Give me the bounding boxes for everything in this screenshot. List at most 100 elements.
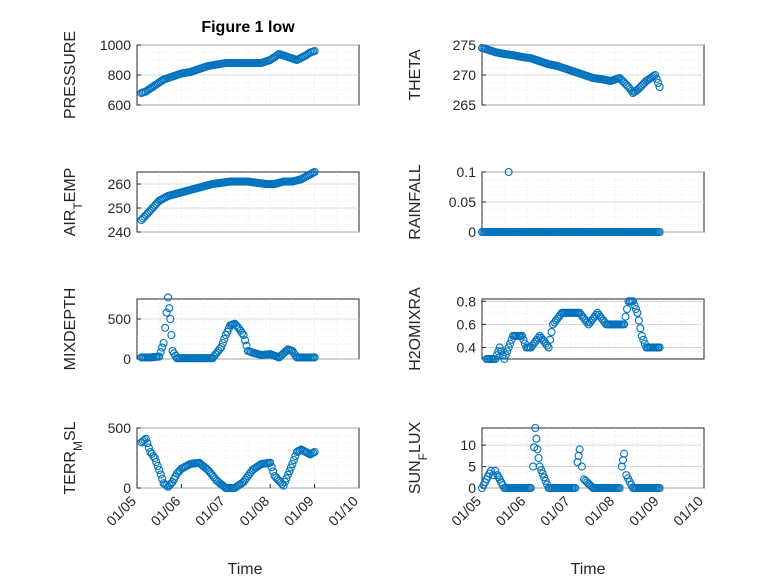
data-point <box>155 465 164 475</box>
data-point-interp <box>165 304 174 313</box>
y-axis-label: THETA <box>407 49 424 101</box>
series-markers <box>137 434 319 493</box>
data-point <box>577 462 586 471</box>
data-point-interp <box>631 304 640 314</box>
series-markers <box>137 293 319 363</box>
data-point <box>266 458 275 467</box>
y-axis-label: MIXDEPTH <box>62 288 79 371</box>
data-point <box>504 167 513 177</box>
data-point-interp <box>285 467 294 476</box>
series-markers <box>137 46 319 98</box>
data-point <box>166 314 175 324</box>
data-point <box>655 343 664 352</box>
data-point-interp <box>546 335 555 344</box>
y-tick-label: 500 <box>108 311 132 327</box>
data-point-interp <box>220 334 229 344</box>
panel-3: 260 250 240 AIRTEMP <box>62 167 360 240</box>
x-tick-label: 01/08 <box>581 493 617 529</box>
data-point-interp <box>591 310 601 319</box>
data-point <box>491 466 500 475</box>
data-point <box>310 167 319 177</box>
y-tick-label: 0.05 <box>449 194 476 210</box>
data-point <box>571 483 580 493</box>
data-point <box>495 343 504 352</box>
data-point <box>239 330 248 340</box>
data-point-interp <box>240 336 250 345</box>
data-point <box>655 227 664 237</box>
y-tick-label: 5 <box>468 459 476 475</box>
data-point-interp <box>238 328 247 337</box>
data-point <box>544 343 553 352</box>
data-point <box>517 331 527 340</box>
data-point <box>288 459 297 469</box>
data-point-interp <box>540 473 549 482</box>
data-point-interp <box>158 343 167 352</box>
y-tick-label: 1000 <box>100 37 131 53</box>
series-markers <box>482 297 664 364</box>
x-tick-label: 01/10 <box>670 493 706 529</box>
data-point-interp <box>283 470 293 479</box>
y-tick-label: 800 <box>108 67 132 83</box>
data-point-interp <box>532 434 541 443</box>
data-point-interp <box>286 463 295 472</box>
data-point <box>489 471 498 480</box>
x-axis-label-right: Time <box>571 561 606 578</box>
y-tick-label: 0 <box>123 480 131 496</box>
data-point-interp <box>161 323 170 332</box>
data-point-interp <box>622 304 632 314</box>
data-point-interp <box>156 470 165 479</box>
data-point <box>651 70 660 80</box>
data-point-interp <box>501 351 510 360</box>
data-point-interp <box>652 74 661 84</box>
data-point <box>535 462 544 471</box>
data-point-interp <box>541 476 550 485</box>
panel-8: 10 5 001/05 01/06 01/07 01/08 01/09 01/10 SUNFLU… <box>407 422 706 529</box>
y-tick-label: 10 <box>460 437 476 453</box>
data-point <box>637 331 646 340</box>
data-point <box>628 297 638 306</box>
y-tick-label: 265 <box>453 97 477 113</box>
panel-1: 1000 800 600 PRESSURE Figure 1 low <box>62 19 360 119</box>
data-point-interp <box>280 477 290 487</box>
x-tick-label: 01/08 <box>236 493 272 529</box>
data-point-interp <box>156 348 165 357</box>
y-axis-label: RAINFALL <box>407 164 424 240</box>
x-tick-label: 01/05 <box>103 493 139 529</box>
data-point-interp <box>152 457 161 467</box>
data-point-interp <box>583 318 592 327</box>
panel-4: 0.1 0.05 0 RAINFALL <box>407 164 705 240</box>
x-axis-label-left: Time <box>228 561 263 578</box>
data-point <box>486 466 495 475</box>
y-tick-label: 0 <box>468 480 476 496</box>
x-tick-label: 01/09 <box>626 493 662 529</box>
y-tick-label: 0.8 <box>457 293 477 309</box>
data-point <box>310 46 319 56</box>
data-point <box>533 445 542 454</box>
y-tick-label: 0.6 <box>457 316 477 332</box>
data-point <box>150 453 159 463</box>
data-point-interp <box>547 328 556 337</box>
data-point <box>500 354 509 364</box>
y-axis-label: AIRTEMP <box>62 168 85 237</box>
data-point-interp <box>621 312 630 321</box>
data-point <box>531 423 540 433</box>
series-markers <box>477 167 664 237</box>
series-markers <box>477 423 664 493</box>
y-tick-label: 500 <box>108 420 132 436</box>
data-point-interp <box>506 339 515 348</box>
x-tick-label: 01/06 <box>492 493 528 529</box>
data-point <box>279 481 288 490</box>
data-point-interp <box>534 453 543 463</box>
data-point-interp <box>654 78 663 88</box>
data-point <box>655 82 664 92</box>
data-point-interp <box>218 338 227 348</box>
x-tick-label: 01/07 <box>537 493 573 529</box>
x-tick-label: 01/07 <box>192 493 228 529</box>
y-tick-label: 270 <box>453 67 477 83</box>
data-point <box>620 320 629 329</box>
y-tick-label: 600 <box>108 97 132 113</box>
data-point <box>620 449 629 458</box>
data-point <box>159 338 168 348</box>
data-point-interp <box>267 463 276 472</box>
data-point-interp <box>289 455 298 465</box>
